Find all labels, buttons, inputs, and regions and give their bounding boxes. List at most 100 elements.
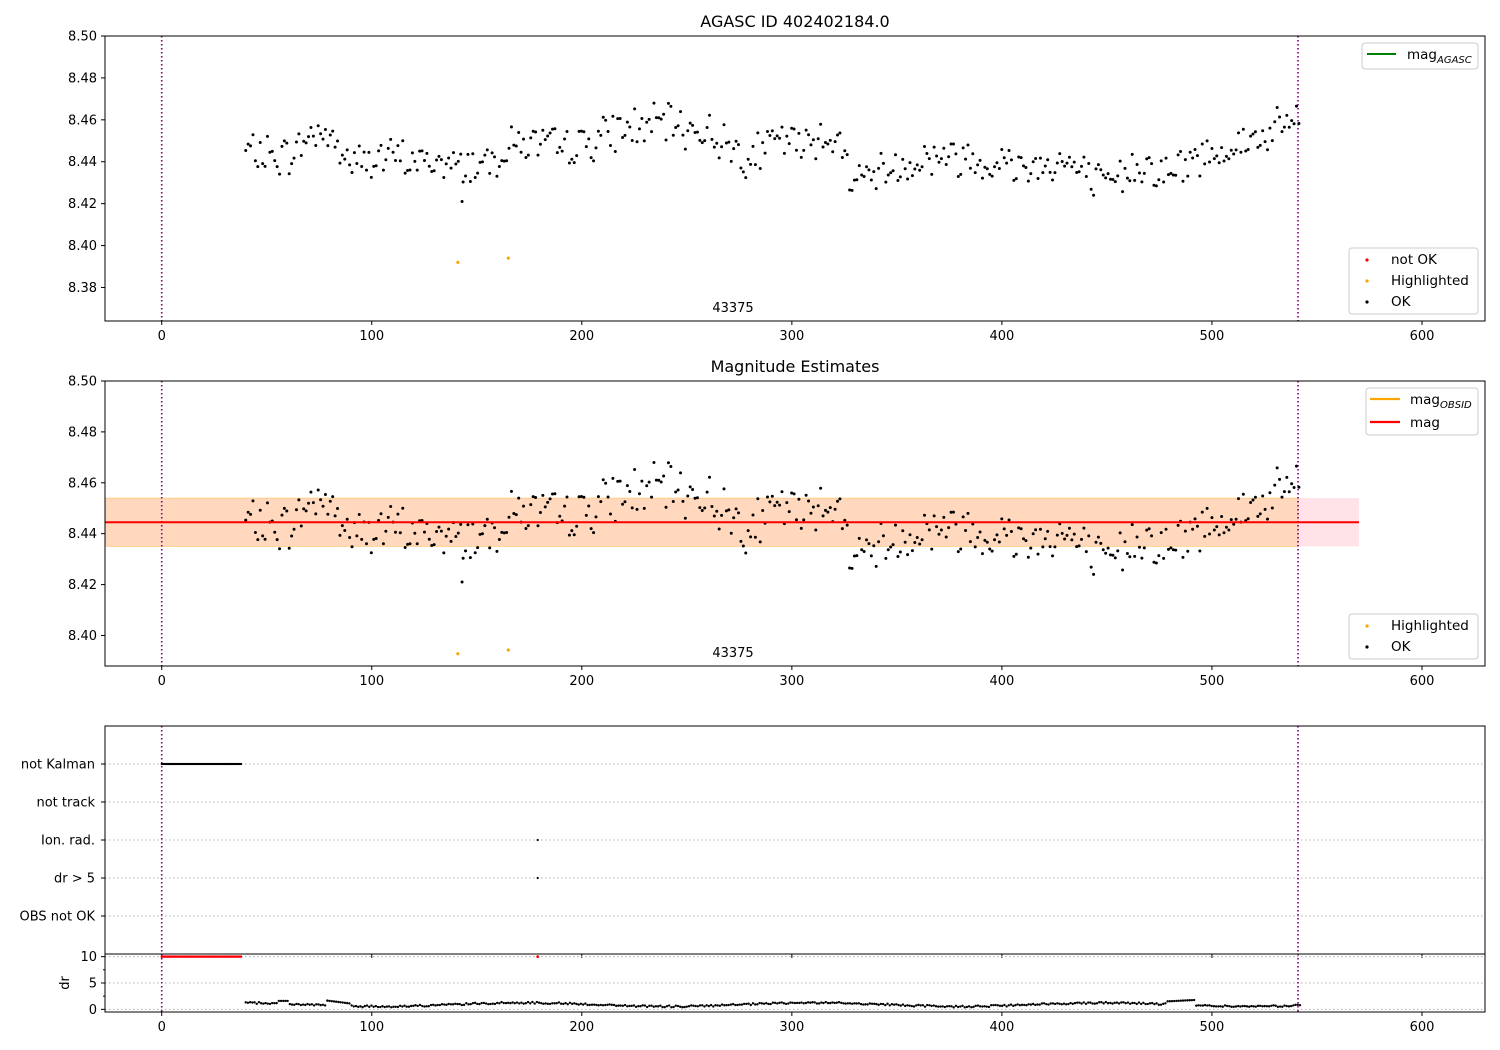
ok-point bbox=[1253, 130, 1257, 134]
dr-point bbox=[579, 1002, 583, 1006]
ok-point bbox=[1285, 113, 1289, 117]
ok-point bbox=[497, 165, 501, 169]
legend2-highlighted: Highlighted bbox=[1391, 618, 1469, 634]
dr-point bbox=[524, 1002, 528, 1005]
ok-point bbox=[512, 511, 516, 515]
ok-point bbox=[708, 475, 712, 479]
dr-point bbox=[811, 1001, 814, 1004]
ok-point bbox=[509, 489, 513, 493]
ok-point bbox=[1212, 157, 1216, 161]
dr-point bbox=[431, 1003, 435, 1007]
ok-point bbox=[877, 540, 881, 544]
dr-point bbox=[394, 1005, 397, 1008]
ok-point bbox=[1174, 173, 1178, 177]
ok-point bbox=[551, 127, 555, 131]
ok-point bbox=[435, 158, 439, 162]
dr-point bbox=[427, 1004, 430, 1008]
ok-point bbox=[780, 490, 784, 494]
ok-point bbox=[857, 164, 861, 168]
ok-point bbox=[942, 146, 946, 150]
dr-clipped-point bbox=[239, 955, 243, 958]
ok-point bbox=[775, 134, 779, 138]
ok-point bbox=[1191, 156, 1195, 160]
ok-point bbox=[664, 138, 668, 142]
ok-point bbox=[652, 101, 656, 105]
ok-point bbox=[490, 151, 494, 155]
ok-point bbox=[814, 528, 818, 532]
flag-point bbox=[536, 838, 539, 842]
ok-point bbox=[712, 514, 716, 518]
ok-point bbox=[679, 471, 683, 475]
ok-point bbox=[939, 157, 943, 161]
ok-point bbox=[328, 133, 332, 137]
ok-point bbox=[442, 176, 446, 180]
ok-point bbox=[710, 504, 714, 508]
dr-point bbox=[270, 1001, 274, 1005]
dr-point bbox=[304, 1003, 307, 1007]
ok-point bbox=[657, 116, 661, 120]
ok-point bbox=[1118, 159, 1122, 163]
ok-point bbox=[292, 156, 296, 160]
dr-point bbox=[1049, 1002, 1052, 1005]
dr-point bbox=[365, 1004, 369, 1007]
ok-point bbox=[316, 488, 320, 492]
ok-point bbox=[258, 508, 262, 512]
ok-point bbox=[852, 554, 856, 558]
ok-point bbox=[1166, 547, 1170, 551]
flag-point bbox=[240, 762, 243, 766]
dr-point bbox=[606, 1003, 609, 1006]
ok-point bbox=[966, 143, 970, 147]
dr-point bbox=[489, 1002, 492, 1006]
y-tick-label: 8.42 bbox=[68, 578, 97, 593]
panel1-legend-bottom: not OK Highlighted OK bbox=[1348, 247, 1479, 315]
dr-point bbox=[1157, 1003, 1160, 1006]
ok-point bbox=[1022, 164, 1026, 168]
ok-point bbox=[642, 139, 646, 143]
dr-point bbox=[679, 1005, 682, 1008]
dr-point bbox=[1214, 1005, 1218, 1008]
dr-point bbox=[511, 1001, 514, 1004]
ok-point bbox=[551, 492, 555, 496]
ok-point bbox=[1159, 531, 1163, 535]
ok-point bbox=[608, 144, 612, 148]
ok-point bbox=[901, 529, 905, 533]
dr-point bbox=[670, 1006, 673, 1009]
ok-point bbox=[1080, 537, 1084, 541]
ok-point bbox=[553, 492, 557, 496]
dr-point bbox=[806, 1001, 810, 1004]
dr-point bbox=[330, 999, 333, 1003]
ok-point bbox=[1285, 475, 1289, 479]
ok-point bbox=[662, 112, 666, 116]
dr-point bbox=[1016, 1003, 1019, 1006]
ok-point bbox=[778, 136, 782, 140]
ok-point bbox=[1002, 527, 1006, 531]
ok-point bbox=[244, 149, 248, 153]
dr-point bbox=[996, 1004, 999, 1007]
ok-point bbox=[1195, 524, 1199, 528]
dr-point bbox=[526, 1000, 530, 1004]
dr-point bbox=[694, 1004, 697, 1008]
dr-point bbox=[1150, 1001, 1154, 1005]
ok-point bbox=[596, 129, 600, 133]
dr-point bbox=[253, 1001, 256, 1004]
ok-point bbox=[345, 517, 349, 521]
ok-point bbox=[1092, 193, 1096, 197]
dr-axis-label: dr bbox=[58, 976, 73, 990]
ok-point bbox=[1181, 179, 1185, 183]
dr-point bbox=[1181, 999, 1185, 1002]
ok-point bbox=[937, 160, 941, 164]
ok-point bbox=[1046, 529, 1050, 533]
dr-point bbox=[1047, 1003, 1050, 1006]
ok-point bbox=[618, 479, 622, 483]
ok-point bbox=[807, 133, 811, 137]
dr-point bbox=[884, 1003, 887, 1007]
dr-point bbox=[1080, 1002, 1083, 1005]
ok-point bbox=[708, 113, 712, 117]
dr-point bbox=[1073, 1001, 1077, 1005]
ok-point bbox=[1147, 156, 1151, 160]
ok-point bbox=[546, 134, 550, 138]
ok-point bbox=[1145, 157, 1149, 161]
dr-point bbox=[656, 1005, 660, 1008]
ok-point bbox=[1123, 540, 1127, 544]
ok-point bbox=[261, 162, 265, 166]
